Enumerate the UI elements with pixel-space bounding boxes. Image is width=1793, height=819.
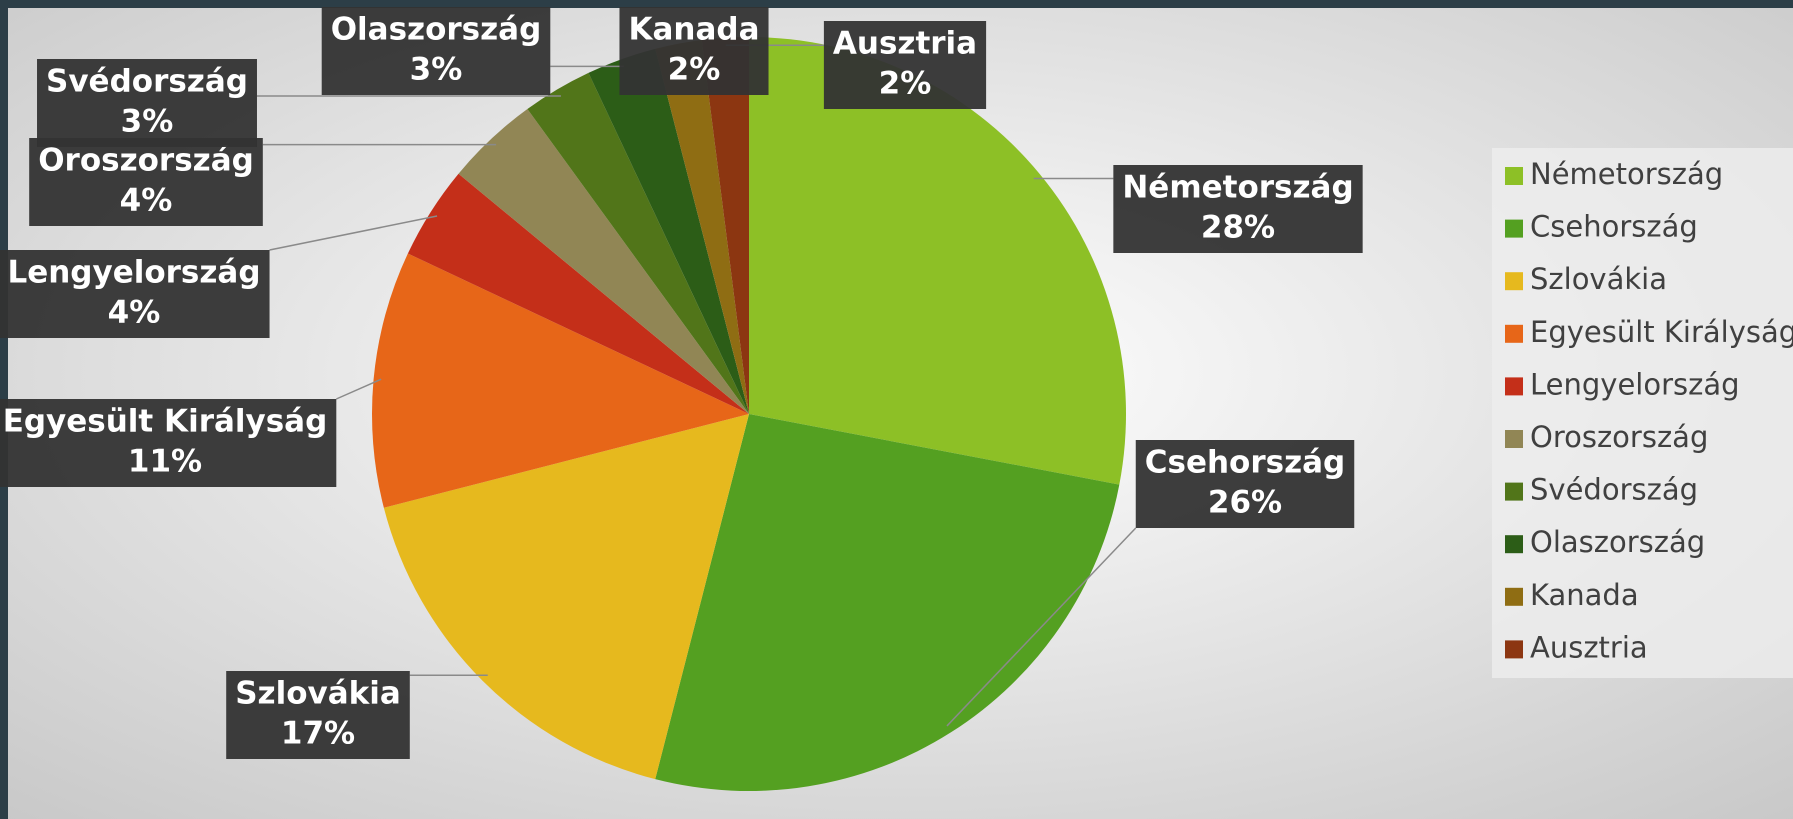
label-box — [619, 7, 769, 95]
label-name: Csehország — [1145, 445, 1346, 481]
slice — [588, 48, 749, 414]
data-label: Kanada 2% — [619, 7, 769, 95]
label-name: Svédország — [46, 64, 248, 100]
slice — [655, 39, 749, 415]
label-box — [29, 138, 263, 226]
legend-swatch — [1505, 587, 1523, 606]
labels: Németország 28% Csehország 26% Szlovákia 17% E… — [0, 7, 1363, 759]
slice — [749, 37, 1126, 485]
label-box — [0, 250, 270, 338]
legend-swatch — [1505, 167, 1523, 185]
label-name: Lengyelország — [7, 255, 260, 291]
pie — [372, 37, 1126, 791]
legend-swatch — [1505, 640, 1523, 659]
data-label: Svédország 3% — [37, 59, 257, 147]
data-label: Csehország 26% — [1135, 440, 1355, 528]
label-box — [0, 399, 337, 487]
data-label: Lengyelország 4% — [0, 250, 270, 338]
legend-label: Svédország — [1530, 473, 1698, 507]
legend-box — [1492, 148, 1793, 678]
leader-line — [946, 527, 1137, 727]
legend-swatch — [1505, 324, 1523, 343]
data-label: Ausztria 2% — [823, 21, 987, 109]
data-label: Németország 28% — [1113, 165, 1363, 253]
label-box — [823, 21, 987, 109]
slice — [407, 173, 749, 414]
label-name: Olaszország — [331, 12, 542, 48]
legend-label: Csehország — [1530, 210, 1698, 244]
label-box — [37, 59, 257, 147]
label-value: 2% — [879, 66, 932, 102]
legend-label: Oroszország — [1530, 420, 1708, 454]
data-label: Olaszország 3% — [321, 7, 551, 95]
slice — [655, 414, 1120, 791]
leader-line — [269, 215, 438, 251]
label-value: 26% — [1208, 485, 1282, 521]
label-value: 28% — [1201, 210, 1275, 246]
legend-swatch — [1505, 219, 1523, 238]
label-name: Kanada — [628, 12, 759, 48]
label-value: 4% — [120, 183, 173, 219]
legend-label: Egyesült Királyság — [1530, 315, 1793, 349]
slice — [701, 37, 749, 414]
legend-swatch — [1505, 535, 1523, 554]
leader-line — [336, 378, 382, 400]
data-label: Egyesült Királyság 11% — [0, 399, 337, 487]
legend-swatch — [1505, 272, 1523, 291]
legend-label: Kanada — [1530, 578, 1639, 612]
slice — [383, 414, 749, 780]
slice — [372, 253, 749, 508]
label-value: 4% — [108, 295, 161, 331]
legend: Németország Csehország Szlovákia Egyesült K… — [1505, 157, 1793, 664]
legend-swatch — [1505, 482, 1523, 501]
legend-label: Szlovákia — [1530, 262, 1667, 296]
label-value: 2% — [668, 52, 721, 88]
label-name: Németország — [1122, 170, 1353, 206]
label-value: 11% — [128, 444, 202, 480]
legend-label: Ausztria — [1530, 630, 1648, 664]
label-name: Szlovákia — [235, 676, 401, 712]
legend-label: Olaszország — [1530, 525, 1705, 559]
label-box — [1135, 440, 1355, 528]
legend-swatch — [1505, 430, 1523, 448]
label-name: Ausztria — [833, 26, 977, 62]
label-box — [226, 671, 410, 759]
legend-swatch — [1505, 377, 1523, 396]
label-value: 3% — [121, 104, 174, 140]
label-value: 17% — [281, 716, 355, 752]
data-label: Szlovákia 17% — [226, 671, 410, 759]
data-label: Oroszország 4% — [29, 138, 263, 226]
label-box — [321, 7, 551, 95]
slice — [458, 109, 749, 414]
label-box — [1113, 165, 1363, 253]
legend-label: Németország — [1530, 157, 1723, 191]
label-name: Oroszország — [38, 143, 254, 179]
leaders — [256, 44, 1137, 727]
label-name: Egyesült Királyság — [3, 404, 328, 440]
slice — [527, 72, 749, 415]
legend-label: Lengyelország — [1530, 367, 1740, 401]
label-value: 3% — [410, 52, 463, 88]
